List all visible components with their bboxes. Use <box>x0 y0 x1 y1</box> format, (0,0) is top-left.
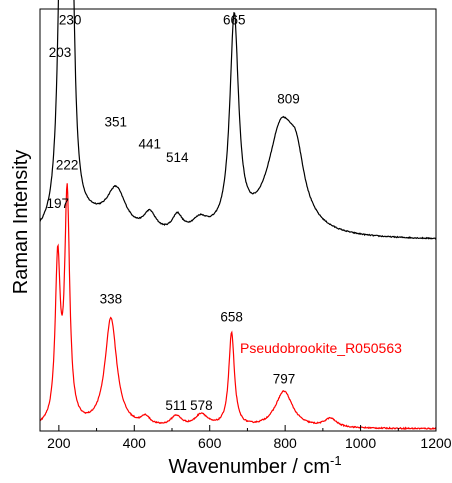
x-tick-label: 400 <box>123 435 147 451</box>
peak-label: 514 <box>166 150 189 165</box>
x-tick-label: 1000 <box>345 435 376 451</box>
peak-label: 222 <box>56 157 79 172</box>
x-tick-label: 200 <box>47 435 71 451</box>
x-tick-label: 600 <box>198 435 222 451</box>
peak-label: 230 <box>59 13 82 28</box>
x-tick-label: 800 <box>273 435 297 451</box>
axes: 200 400 600 800 1000 1200 <box>39 8 452 451</box>
peak-label: 809 <box>277 92 300 107</box>
peak-label: 351 <box>105 114 128 129</box>
x-tick-label: 1200 <box>420 435 451 451</box>
peak-label: 338 <box>100 292 123 307</box>
plot-frame <box>39 8 437 432</box>
plot-area: 203 230 351 441 514 665 809 197 222 338 511 578 658 7… <box>39 0 437 431</box>
peak-label: 665 <box>223 13 246 28</box>
peak-label: 658 <box>220 309 243 324</box>
x-axis-title: Wavenumber / cm-1 <box>168 453 341 478</box>
peak-label: 578 <box>190 398 213 413</box>
peak-label: 203 <box>49 45 72 60</box>
peak-label: 797 <box>273 372 296 387</box>
reference-annotation: Pseudobrookite_R050563 <box>240 340 402 356</box>
y-axis-title: Raman Intensity <box>10 150 32 295</box>
spectrum-line-1 <box>39 0 437 240</box>
peak-label: 197 <box>46 196 69 211</box>
spectrum-line-2 <box>39 183 437 431</box>
peak-label: 441 <box>138 136 161 151</box>
peak-label: 511 <box>165 398 187 413</box>
